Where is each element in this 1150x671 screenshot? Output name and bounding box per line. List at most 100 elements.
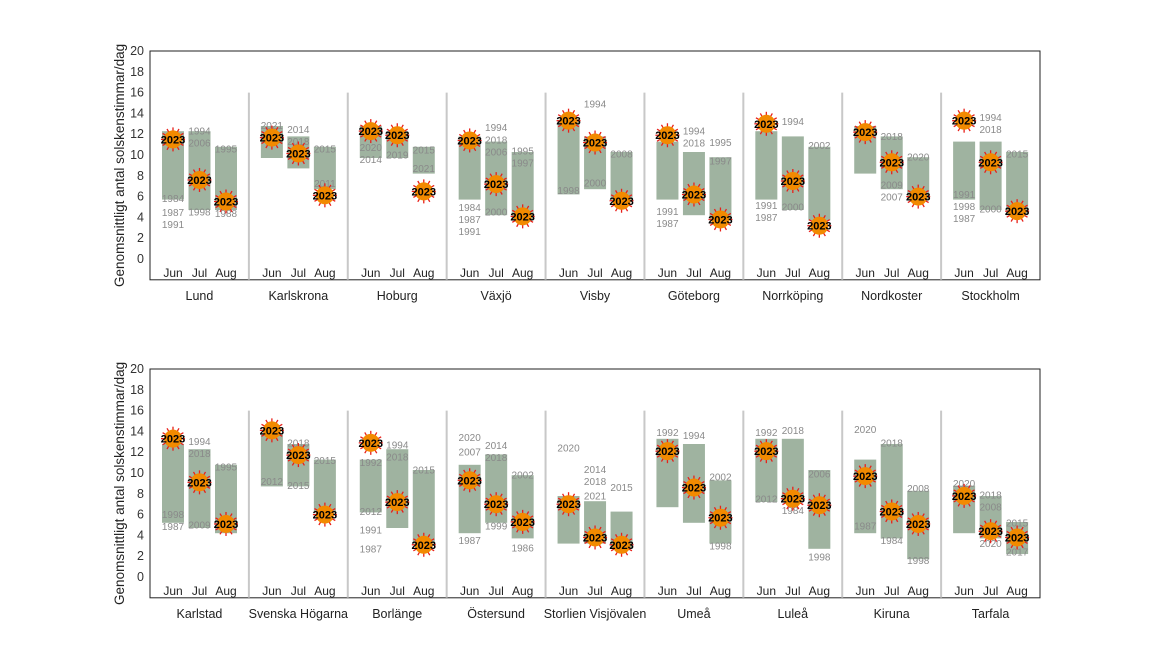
month-tick-label: Jun bbox=[361, 584, 380, 598]
month-tick-label: Aug bbox=[413, 584, 434, 598]
sun-icon bbox=[414, 182, 433, 201]
year-label: 2015 bbox=[314, 144, 337, 155]
highlight-year-label: 2023 bbox=[313, 190, 337, 202]
year-cloud-band bbox=[610, 152, 633, 200]
sun-icon bbox=[612, 191, 631, 210]
highlight-year-label: 2023 bbox=[484, 179, 508, 191]
year-label: 2015 bbox=[413, 465, 436, 476]
year-cloud-band bbox=[907, 157, 930, 200]
sun-icon bbox=[513, 512, 532, 531]
highlight-2023-marker: 2023 bbox=[807, 213, 832, 238]
sun-icon bbox=[757, 114, 776, 133]
year-cloud-band bbox=[412, 146, 435, 174]
year-label: 2009 bbox=[188, 521, 211, 532]
station-label: Lund bbox=[186, 289, 214, 303]
month-tick-label: Aug bbox=[611, 584, 632, 598]
highlight-2023-marker: 2023 bbox=[906, 511, 930, 536]
sun-icon bbox=[684, 185, 703, 204]
year-label: 1995 bbox=[709, 138, 732, 149]
highlight-2023-marker: 2023 bbox=[952, 108, 976, 133]
sun-icon bbox=[711, 210, 730, 229]
highlight-year-label: 2023 bbox=[682, 190, 706, 202]
sun-icon bbox=[586, 133, 605, 152]
year-label: 2015 bbox=[1006, 518, 1029, 529]
sun-icon bbox=[289, 446, 308, 465]
month-tick-label: Jul bbox=[686, 266, 701, 280]
highlight-2023-marker: 2023 bbox=[260, 125, 284, 150]
station-label: Kiruna bbox=[874, 607, 910, 621]
highlight-year-label: 2023 bbox=[952, 491, 976, 503]
month-tick-label: Jul bbox=[192, 584, 207, 598]
month-tick-label: Jul bbox=[983, 584, 998, 598]
year-label: 1997 bbox=[709, 157, 732, 168]
highlight-2023-marker: 2023 bbox=[385, 490, 410, 515]
highlight-2023-marker: 2023 bbox=[556, 108, 581, 133]
year-label: 2018 bbox=[979, 491, 1002, 502]
plot-frame bbox=[149, 50, 1041, 281]
year-label: 1992 bbox=[360, 458, 383, 469]
highlight-2023-marker: 2023 bbox=[556, 492, 581, 517]
highlight-2023-marker: 2023 bbox=[682, 475, 706, 500]
highlight-year-label: 2023 bbox=[510, 517, 534, 529]
highlight-year-label: 2023 bbox=[754, 119, 778, 131]
highlight-year-label: 2023 bbox=[412, 186, 436, 198]
sun-icon bbox=[909, 514, 928, 533]
year-label: 2002 bbox=[512, 471, 535, 482]
month-tick-label: Aug bbox=[314, 266, 335, 280]
year-label: 2012 bbox=[261, 477, 284, 488]
year-label: 2000 bbox=[584, 179, 607, 190]
station-label: Umeå bbox=[677, 607, 710, 621]
highlight-2023-marker: 2023 bbox=[609, 188, 634, 213]
y-tick-label: 4 bbox=[137, 210, 144, 224]
highlight-2023-marker: 2023 bbox=[214, 511, 238, 536]
year-cloud-band bbox=[162, 444, 184, 523]
year-label: 1994 bbox=[683, 431, 706, 442]
highlight-2023-marker: 2023 bbox=[187, 167, 212, 192]
year-label: 1998 bbox=[557, 186, 580, 197]
year-cloud-band bbox=[880, 444, 903, 539]
highlight-year-label: 2023 bbox=[187, 175, 211, 187]
year-label: 1984 bbox=[782, 506, 805, 517]
station-group: Storlien Visjövalen Jun 2020 2023 Jul 2014201… bbox=[544, 410, 646, 621]
highlight-2023-marker: 2023 bbox=[1005, 199, 1029, 224]
highlight-2023-marker: 2023 bbox=[853, 464, 877, 489]
highlight-year-label: 2023 bbox=[781, 494, 805, 506]
month-tick-label: Aug bbox=[215, 584, 236, 598]
month-tick-label: Jul bbox=[192, 266, 207, 280]
sun-icon bbox=[414, 535, 433, 554]
month-tick-label: Aug bbox=[512, 584, 533, 598]
year-cloud-band bbox=[313, 459, 336, 513]
highlight-2023-marker: 2023 bbox=[781, 486, 805, 511]
month-tick-label: Jun bbox=[163, 584, 182, 598]
month-tick-label: Jun bbox=[163, 266, 182, 280]
highlight-2023-marker: 2023 bbox=[1005, 525, 1029, 550]
year-label: 2021 bbox=[413, 164, 436, 175]
year-label: 2020 bbox=[557, 444, 580, 455]
year-label: 2007 bbox=[881, 192, 904, 203]
station-group: VisbyJun19982023Jul199420002023Aug200820… bbox=[544, 92, 634, 303]
sun-icon bbox=[757, 442, 776, 461]
year-label: 2008 bbox=[907, 484, 930, 495]
year-cloud-band bbox=[953, 141, 976, 200]
y-tick-label: 20 bbox=[130, 44, 144, 58]
highlight-2023-marker: 2023 bbox=[161, 127, 185, 152]
year-label: 1984 bbox=[459, 203, 482, 214]
highlight-2023-marker: 2023 bbox=[313, 502, 337, 527]
sun-icon bbox=[955, 111, 974, 130]
month-tick-label: Jun bbox=[361, 266, 380, 280]
month-tick-label: Jul bbox=[291, 584, 306, 598]
year-label: 1991 bbox=[360, 526, 383, 537]
year-label: 2006 bbox=[808, 470, 831, 481]
sun-icon bbox=[217, 514, 235, 533]
highlight-year-label: 2023 bbox=[556, 116, 580, 128]
year-label: 2018 bbox=[881, 438, 904, 449]
highlight-year-label: 2023 bbox=[214, 519, 238, 531]
year-label: 1987 bbox=[656, 219, 679, 230]
highlight-2023-marker: 2023 bbox=[583, 130, 607, 155]
year-label: 2019 bbox=[386, 151, 409, 162]
year-label: 2018 bbox=[485, 135, 508, 146]
station-label: Karlskrona bbox=[268, 289, 328, 303]
